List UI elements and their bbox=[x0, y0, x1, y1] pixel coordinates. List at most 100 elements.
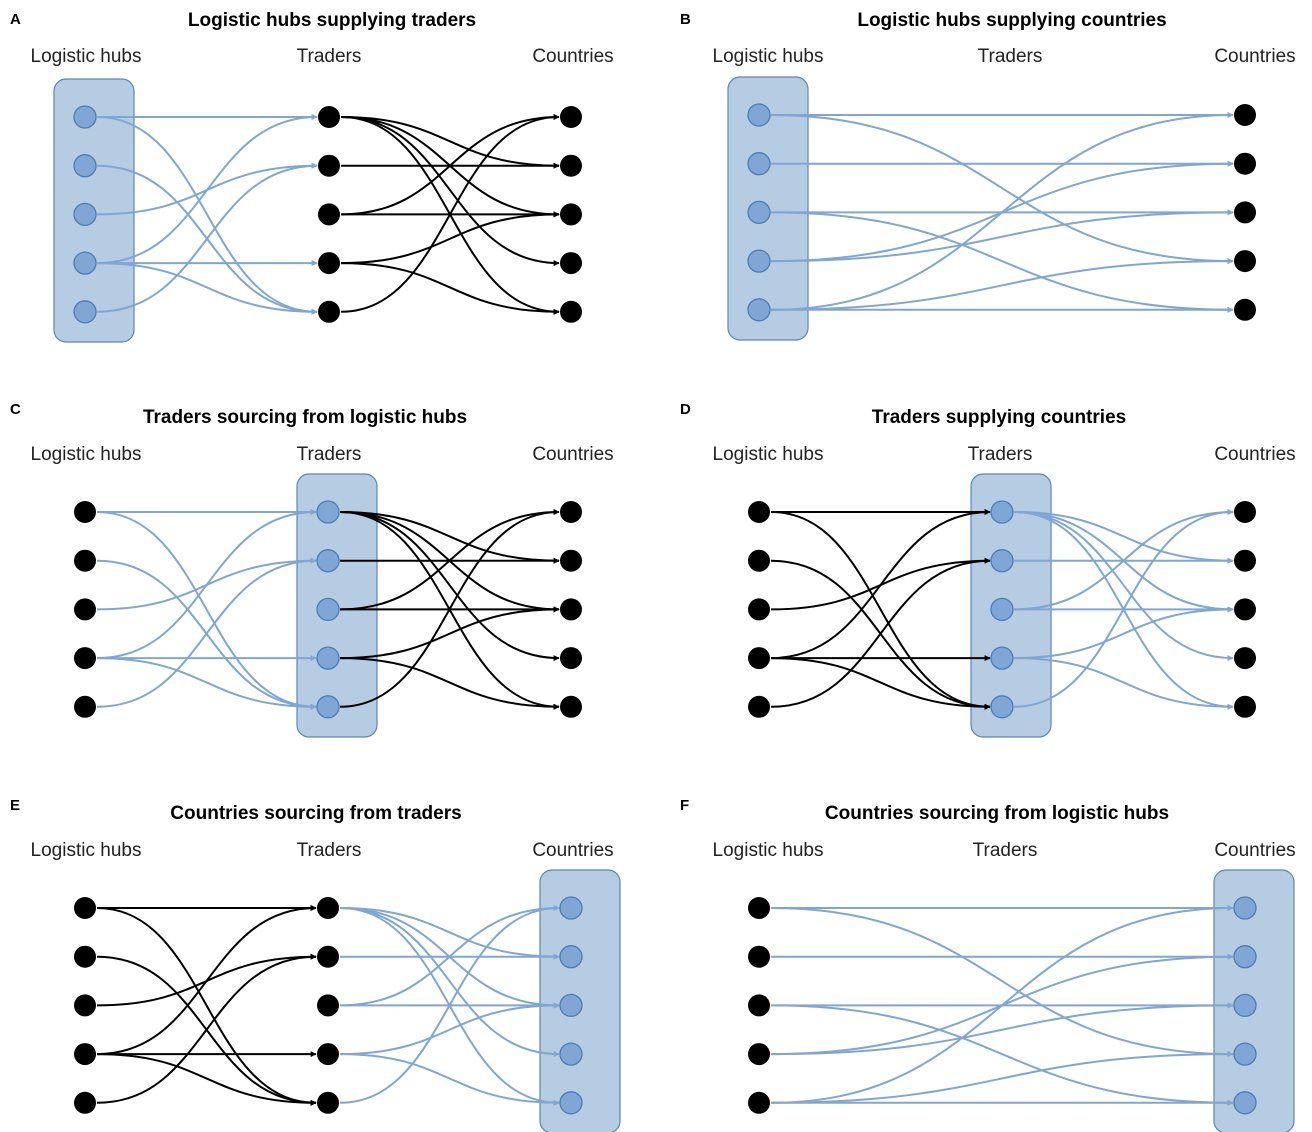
hubs-node bbox=[73, 202, 97, 227]
countries-node bbox=[559, 945, 583, 969]
flow-edge bbox=[1013, 606, 1234, 660]
countries-node bbox=[1234, 298, 1256, 321]
hubs-node bbox=[74, 1043, 96, 1066]
hubs-node bbox=[748, 501, 770, 523]
flow-edge bbox=[770, 905, 1234, 1104]
edge-layer bbox=[770, 509, 1234, 710]
countries-node bbox=[560, 300, 582, 323]
flow-edge bbox=[339, 511, 560, 662]
flow-edge bbox=[339, 509, 560, 708]
countries-node bbox=[1233, 1042, 1257, 1066]
hubs-node bbox=[748, 897, 770, 919]
flow-edge bbox=[339, 905, 560, 1104]
flow-edge bbox=[770, 209, 1234, 263]
hubs-node bbox=[747, 103, 771, 127]
panel-title: Countries sourcing from logistic hubs bbox=[825, 803, 1169, 824]
flow-edge bbox=[1013, 511, 1234, 564]
countries-node bbox=[560, 647, 582, 670]
panel-b: B Logistic hubs supplying countries Logist… bbox=[680, 10, 1296, 341]
countries-node bbox=[1233, 1091, 1257, 1115]
column-header-countries: Countries bbox=[532, 444, 613, 465]
panel-title: Logistic hubs supplying countries bbox=[857, 10, 1166, 31]
column-header-hubs: Logistic hubs bbox=[31, 444, 142, 465]
flow-edge bbox=[340, 211, 560, 265]
countries-node bbox=[559, 1042, 583, 1066]
flow-edge bbox=[339, 657, 560, 710]
column-header-countries: Countries bbox=[532, 46, 613, 67]
panel-d: D Traders supplying countries Logistic hub… bbox=[680, 401, 1296, 738]
edge-layer bbox=[96, 905, 560, 1106]
panel-title: Countries sourcing from traders bbox=[170, 803, 461, 824]
countries-node bbox=[1233, 993, 1257, 1018]
panel-title: Traders supplying countries bbox=[872, 407, 1126, 428]
flow-edge bbox=[96, 162, 318, 313]
traders-node bbox=[317, 1043, 339, 1066]
countries-node bbox=[560, 695, 582, 718]
flow-edge bbox=[770, 211, 1234, 313]
edge-layer bbox=[770, 905, 1234, 1106]
traders-node bbox=[990, 646, 1014, 670]
panel-letter: C bbox=[10, 401, 21, 418]
hubs-node bbox=[73, 300, 97, 324]
panel-letter: F bbox=[680, 797, 689, 814]
countries-node bbox=[560, 501, 582, 523]
flow-edge bbox=[339, 1002, 560, 1056]
hubs-node bbox=[74, 549, 96, 572]
countries-node bbox=[1234, 647, 1256, 670]
hubs-node bbox=[747, 249, 771, 273]
panel-title: Traders sourcing from logistic hubs bbox=[143, 407, 467, 428]
flow-edge bbox=[1013, 509, 1234, 611]
traders-node bbox=[316, 500, 340, 524]
traders-node bbox=[316, 646, 340, 670]
hubs-node bbox=[74, 598, 96, 621]
flow-edge bbox=[339, 511, 560, 564]
panel-title: Logistic hubs supplying traders bbox=[188, 10, 476, 31]
countries-node bbox=[1234, 152, 1256, 175]
flow-edge bbox=[96, 907, 317, 1106]
traders-node bbox=[318, 252, 340, 275]
flow-edge bbox=[340, 114, 560, 216]
column-header-traders: Traders bbox=[297, 46, 362, 67]
edge-layer bbox=[770, 112, 1234, 313]
countries-node bbox=[560, 203, 582, 226]
flow-edge bbox=[770, 557, 991, 708]
hubs-node bbox=[73, 154, 97, 178]
countries-node bbox=[560, 598, 582, 621]
countries-node bbox=[1233, 945, 1257, 969]
flow-edge bbox=[339, 907, 560, 1058]
column-header-countries: Countries bbox=[1214, 444, 1295, 465]
flow-edge bbox=[770, 511, 991, 710]
flow-edge bbox=[96, 1053, 317, 1106]
traders-node bbox=[990, 500, 1014, 524]
column-header-countries: Countries bbox=[1214, 46, 1295, 67]
flow-edge bbox=[340, 116, 560, 267]
hubs-node bbox=[747, 152, 771, 176]
hubs-node bbox=[748, 549, 770, 572]
hubs-node bbox=[748, 1043, 770, 1066]
traders-node bbox=[318, 154, 340, 177]
traders-node bbox=[317, 897, 339, 919]
flow-edge bbox=[1013, 657, 1234, 710]
countries-node bbox=[1233, 896, 1257, 920]
flow-edge bbox=[96, 509, 317, 660]
countries-node bbox=[1234, 501, 1256, 523]
countries-node bbox=[560, 549, 582, 572]
flow-edge bbox=[339, 1053, 560, 1106]
column-header-hubs: Logistic hubs bbox=[713, 840, 824, 861]
column-header-hubs: Logistic hubs bbox=[31, 46, 142, 67]
countries-node bbox=[560, 154, 582, 177]
flow-edge bbox=[1013, 511, 1234, 662]
traders-node bbox=[317, 1091, 339, 1114]
column-header-traders: Traders bbox=[973, 840, 1038, 861]
flow-edge bbox=[339, 907, 560, 960]
flow-edge bbox=[96, 557, 317, 708]
flow-edge bbox=[339, 606, 560, 660]
countries-node bbox=[1234, 201, 1256, 224]
column-header-hubs: Logistic hubs bbox=[713, 444, 824, 465]
column-header-countries: Countries bbox=[1214, 840, 1295, 861]
column-header-traders: Traders bbox=[968, 444, 1033, 465]
countries-node bbox=[1234, 695, 1256, 718]
column-header-traders: Traders bbox=[297, 840, 362, 861]
traders-node bbox=[316, 597, 340, 622]
countries-node bbox=[1234, 598, 1256, 621]
